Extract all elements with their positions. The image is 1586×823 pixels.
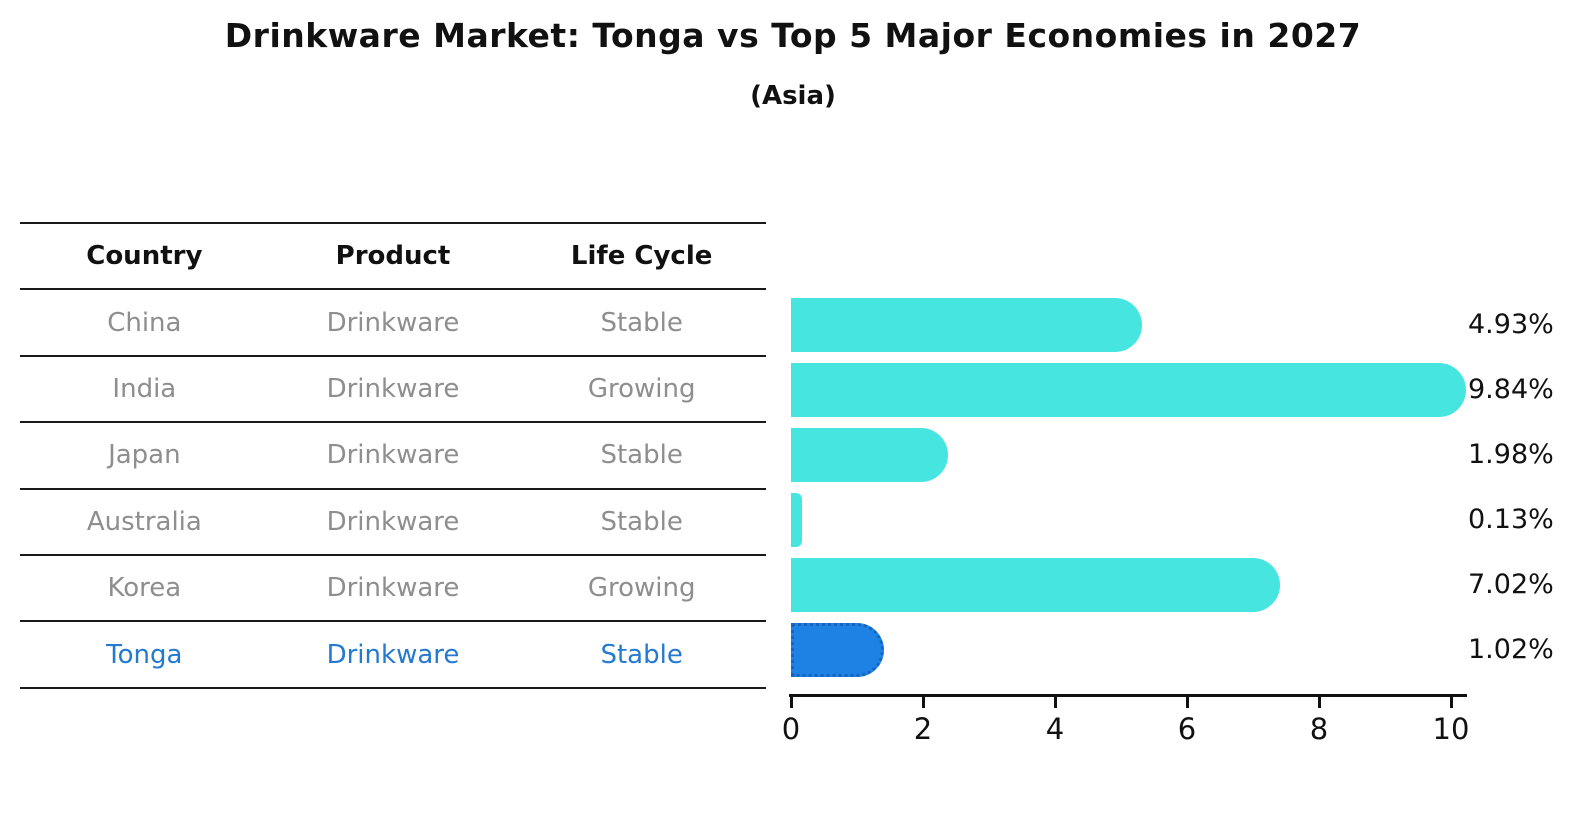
value-label: 1.02% bbox=[1468, 634, 1554, 665]
cell-country: China bbox=[107, 307, 182, 338]
x-axis-tick-label: 6 bbox=[1177, 712, 1197, 746]
table-row: Japan Drinkware Stable bbox=[20, 421, 766, 487]
cell-product: Drinkware bbox=[326, 639, 460, 670]
table-header-row: Country Product Life Cycle bbox=[20, 222, 766, 288]
cell-life-cycle: Growing bbox=[587, 573, 696, 604]
cell-life-cycle: Growing bbox=[587, 373, 696, 404]
cell-life-cycle: Stable bbox=[600, 639, 683, 670]
value-label: 7.02% bbox=[1468, 569, 1554, 600]
column-header-life-cycle: Life Cycle bbox=[570, 241, 713, 272]
value-label: 1.98% bbox=[1468, 439, 1554, 470]
column-header-country: Country bbox=[86, 241, 203, 272]
x-axis-tick-label: 4 bbox=[1045, 712, 1065, 746]
cell-product: Drinkware bbox=[326, 440, 460, 471]
table-row: China Drinkware Stable bbox=[20, 288, 766, 354]
table-row: Australia Drinkware Stable bbox=[20, 487, 766, 554]
x-axis-tick-label: 8 bbox=[1309, 712, 1329, 746]
x-axis-tick bbox=[922, 697, 925, 708]
bar-china bbox=[791, 298, 1143, 352]
value-label: 0.13% bbox=[1468, 504, 1554, 535]
x-axis-tick bbox=[1186, 697, 1189, 708]
table-row: Korea Drinkware Growing bbox=[20, 553, 766, 620]
cell-country: Tonga bbox=[106, 639, 183, 670]
bar-india bbox=[791, 363, 1467, 417]
x-axis-tick-label: 0 bbox=[781, 712, 801, 746]
x-axis-tick bbox=[1318, 697, 1321, 708]
cell-product: Drinkware bbox=[326, 573, 460, 604]
cell-product: Drinkware bbox=[326, 373, 460, 404]
cell-country: Australia bbox=[86, 506, 202, 537]
x-axis-tick bbox=[790, 697, 793, 708]
table-row: India Drinkware Growing bbox=[20, 354, 766, 421]
x-axis-tick bbox=[1054, 697, 1057, 708]
table-row-highlight-tonga: Tonga Drinkware Stable bbox=[20, 620, 766, 686]
bar-tonga-highlight bbox=[791, 623, 885, 677]
cell-product: Drinkware bbox=[326, 307, 460, 338]
chart-title: Drinkware Market: Tonga vs Top 5 Major E… bbox=[224, 16, 1362, 55]
value-label: 9.84% bbox=[1468, 374, 1554, 405]
x-axis-tick bbox=[1450, 697, 1453, 708]
value-label: 4.93% bbox=[1468, 309, 1554, 340]
cell-product: Drinkware bbox=[326, 506, 460, 537]
bar-japan bbox=[791, 428, 948, 482]
bar-australia bbox=[791, 493, 802, 547]
cell-country: India bbox=[112, 373, 177, 404]
chart-subtitle: (Asia) bbox=[750, 81, 836, 111]
x-axis-tick-label: 10 bbox=[1432, 712, 1470, 746]
cell-country: Japan bbox=[108, 440, 181, 471]
x-axis-line bbox=[789, 694, 1467, 697]
column-header-product: Product bbox=[335, 241, 451, 272]
cell-life-cycle: Stable bbox=[600, 506, 683, 537]
cell-country: Korea bbox=[107, 573, 182, 604]
cell-life-cycle: Stable bbox=[600, 440, 683, 471]
country-table: Country Product Life Cycle China Drinkwa… bbox=[20, 222, 766, 689]
bar-korea bbox=[791, 558, 1281, 612]
x-axis-tick-label: 2 bbox=[913, 712, 933, 746]
cell-life-cycle: Stable bbox=[600, 307, 683, 338]
